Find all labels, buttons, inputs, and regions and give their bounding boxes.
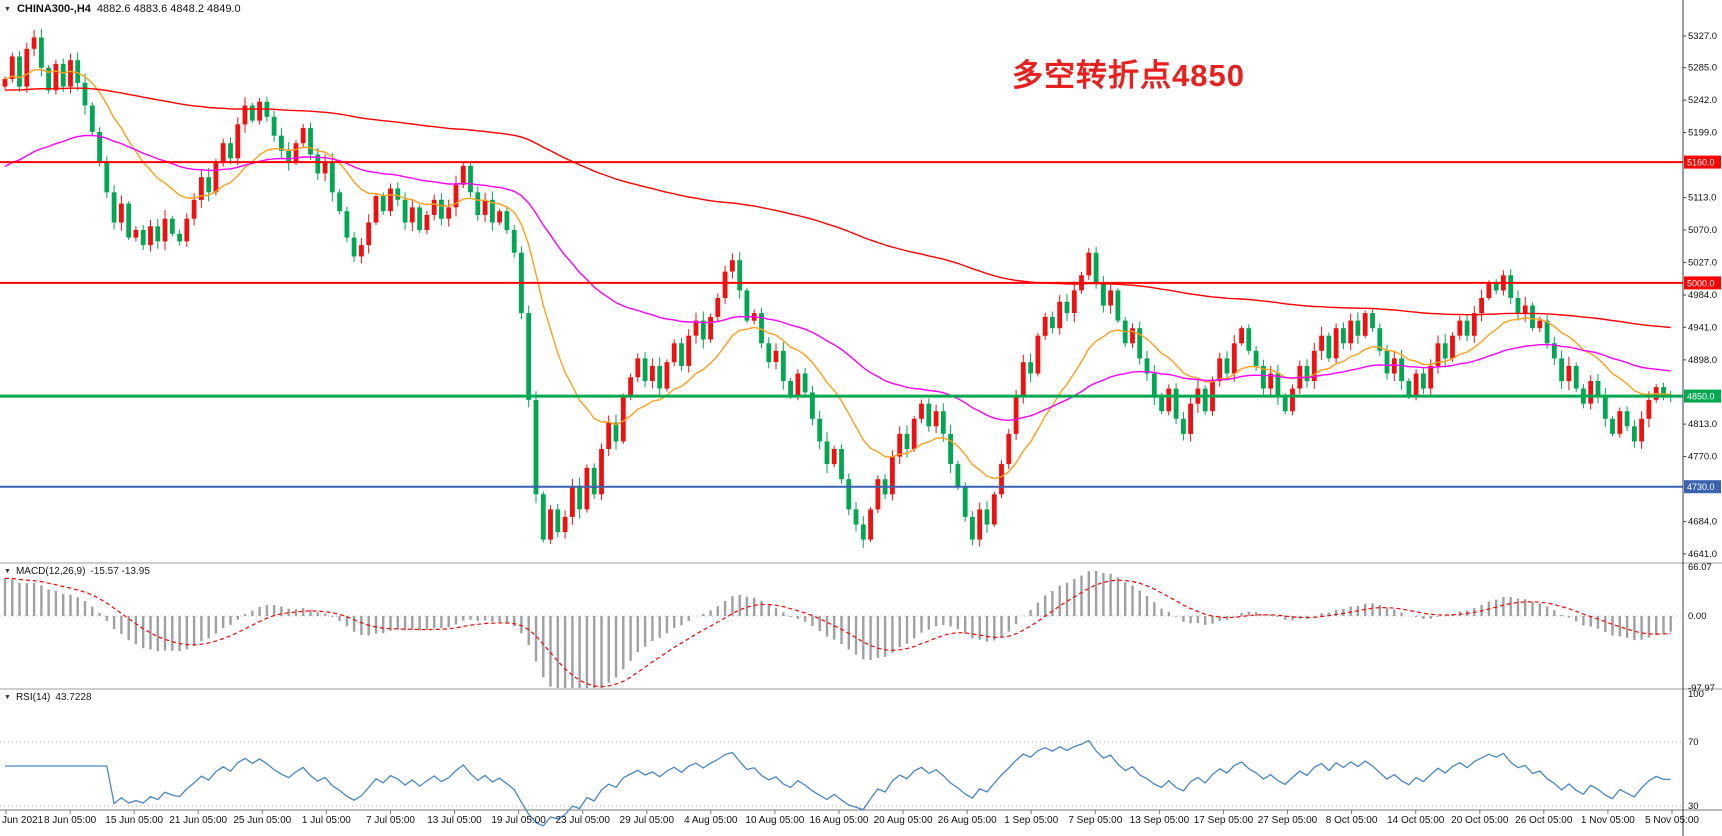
time-axis-label: 8 Jun 05:00 (44, 815, 97, 826)
price-axis-label: 5070.0 (1688, 225, 1717, 236)
time-axis-label: 15 Jun 05:00 (105, 815, 163, 826)
time-axis-label: 14 Oct 05:00 (1387, 815, 1445, 826)
rsi-line (5, 739, 1671, 827)
rsi-value: 43.7228 (55, 692, 92, 703)
macd-axis-label: -97.97 (1688, 683, 1715, 694)
hline-badge-label: 5160.0 (1687, 158, 1715, 168)
time-axis-label: 8 Oct 05:00 (1326, 815, 1378, 826)
hline-badge-label: 5000.0 (1687, 278, 1715, 288)
time-axis-label: 23 Jul 05:00 (555, 815, 610, 826)
rsi-axis-label: 70 (1688, 737, 1699, 748)
candles-layer[interactable] (2, 28, 1674, 548)
hline-badge (1684, 276, 1721, 290)
macd-signal-line (4, 577, 1671, 688)
hline-badge-label: 4730.0 (1687, 482, 1715, 492)
time-axis-label: 7 Sep 05:00 (1068, 815, 1122, 826)
price-axis-label: 4941.0 (1688, 322, 1717, 333)
hline-badge (1684, 389, 1721, 403)
rsi-axis-label: 100 (1688, 689, 1704, 700)
macd-indicator-header: ▼ MACD(12,26,9) -15.57 -13.95 (4, 566, 150, 577)
price-axis-label: 5199.0 (1688, 128, 1717, 139)
price-axis-label: 5027.0 (1688, 258, 1717, 269)
ma-slow-red (4, 87, 1671, 329)
collapse-icon[interactable]: ▼ (4, 568, 11, 575)
time-axis-label: 10 Aug 05:00 (745, 815, 804, 826)
macd-axis-label: 0.00 (1688, 611, 1707, 622)
time-axis-label: 1 Sep 05:00 (1004, 815, 1058, 826)
time-axis-label: 20 Aug 05:00 (874, 815, 933, 826)
symbol-marker-icon: ▼ (4, 5, 11, 13)
macd-histogram (3, 570, 1672, 688)
price-axis-label: 5242.0 (1688, 95, 1717, 106)
hline-badge (1684, 155, 1721, 169)
price-axis-label: 5113.0 (1688, 193, 1716, 204)
macd-values: -15.57 -13.95 (90, 566, 150, 577)
time-axis-label: 16 Aug 05:00 (810, 815, 869, 826)
time-axis-label: 1 Nov 05:00 (1581, 815, 1635, 826)
rsi-axis-label: 30 (1688, 801, 1699, 812)
time-axis-label: 26 Oct 05:00 (1515, 815, 1573, 826)
price-axis-label: 4684.0 (1688, 517, 1717, 528)
time-axis-label: 4 Aug 05:00 (684, 815, 738, 826)
time-axis-label: 20 Oct 05:00 (1451, 815, 1509, 826)
time-axis-label: 25 Jun 05:00 (233, 815, 291, 826)
ohlc-values: 4882.6 4883.6 4848.2 4849.0 (96, 3, 241, 15)
ma-fast-orange (4, 68, 1671, 480)
price-axis-label: 4813.0 (1688, 419, 1717, 430)
hline-badge (1684, 480, 1721, 494)
time-axis-label: 19 Jul 05:00 (491, 815, 546, 826)
time-axis-label: 13 Jul 05:00 (427, 815, 482, 826)
price-axis-label: 5285.0 (1688, 63, 1717, 74)
macd-label: MACD(12,26,9) (15, 566, 86, 577)
price-axis-label: 4984.0 (1688, 290, 1717, 301)
time-axis-label: Jun 2021 (2, 815, 44, 826)
rsi-indicator-header: ▼ RSI(14) 43.7228 (4, 692, 92, 703)
time-axis-label: 27 Sep 05:00 (1258, 815, 1318, 826)
chart-annotation-text[interactable]: 多空转折点4850 (1012, 58, 1245, 93)
hline-badge-label: 4850.0 (1687, 392, 1715, 402)
time-axis-label: 5 Nov 05:00 (1645, 815, 1699, 826)
price-axis-label: 4898.0 (1688, 355, 1717, 366)
time-axis-label: 7 Jul 05:00 (366, 815, 415, 826)
collapse-icon[interactable]: ▼ (4, 694, 11, 701)
symbol-header: ▼ CHINA300-,H4 4882.6 4883.6 4848.2 4849… (4, 3, 241, 15)
time-axis-label: 1 Jul 05:00 (302, 815, 351, 826)
time-axis-label: 17 Sep 05:00 (1194, 815, 1254, 826)
macd-axis-label: 66.07 (1688, 562, 1712, 573)
time-axis-label: 13 Sep 05:00 (1130, 815, 1190, 826)
time-axis-label: 29 Jul 05:00 (620, 815, 675, 826)
ma-medium-magenta (4, 134, 1671, 422)
rsi-label: RSI(14) (15, 692, 51, 703)
time-axis-label: 26 Aug 05:00 (938, 815, 997, 826)
time-axis-label: 21 Jun 05:00 (169, 815, 227, 826)
price-axis-label: 4641.0 (1688, 549, 1717, 560)
price-axis-label: 4770.0 (1688, 452, 1717, 463)
price-axis-label: 5327.0 (1688, 31, 1717, 42)
symbol-title: CHINA300-,H4 (16, 3, 91, 15)
